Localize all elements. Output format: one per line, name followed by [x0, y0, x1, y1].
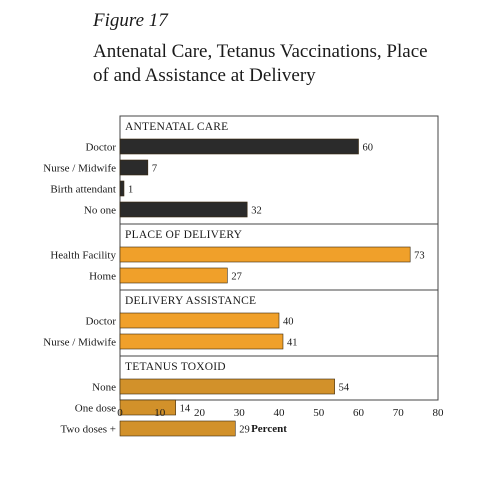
- section-label: PLACE OF DELIVERY: [125, 229, 243, 241]
- data-label: 14: [180, 404, 191, 415]
- category-label: Birth attendant: [50, 184, 116, 196]
- category-label: Health Facility: [50, 250, 116, 262]
- x-tick-label: 20: [194, 407, 206, 419]
- data-label: 60: [363, 143, 374, 154]
- data-label: 41: [287, 338, 298, 349]
- category-label: Doctor: [85, 316, 116, 328]
- x-tick-label: 10: [154, 407, 166, 419]
- bar: [119, 138, 359, 155]
- bar: [119, 420, 236, 437]
- x-tick-label: 50: [313, 407, 325, 419]
- category-label: No one: [84, 205, 116, 217]
- bar: [119, 246, 411, 263]
- x-tick-label: 70: [393, 407, 405, 419]
- x-tick-label: 40: [274, 407, 286, 419]
- bar: [119, 333, 284, 350]
- x-tick-label: 0: [117, 407, 123, 419]
- data-label: 32: [251, 206, 262, 217]
- category-label: Nurse / Midwife: [43, 337, 116, 349]
- category-label: Nurse / Midwife: [43, 163, 116, 175]
- category-label: Home: [89, 271, 116, 283]
- data-label: 27: [231, 272, 242, 283]
- category-label: Two doses +: [60, 424, 116, 436]
- category-label: None: [92, 382, 116, 394]
- category-label: One dose: [75, 403, 116, 415]
- bar: [119, 180, 125, 197]
- data-label: 1: [128, 185, 133, 196]
- section-label: TETANUS TOXOID: [125, 361, 226, 373]
- x-axis-title: Percent: [251, 423, 287, 435]
- data-label: 7: [152, 164, 157, 175]
- figure-label: Figure 17: [93, 10, 168, 31]
- chart-title-line-2: of and Assistance at Delivery: [93, 65, 316, 86]
- data-label: 73: [414, 251, 425, 262]
- x-tick-label: 30: [234, 407, 246, 419]
- chart-title: Antenatal Care, Tetanus Vaccinations, Pl…: [93, 40, 473, 88]
- bar: [119, 399, 176, 416]
- bar: [119, 312, 280, 329]
- x-tick-label: 60: [353, 407, 365, 419]
- section-label: DELIVERY ASSISTANCE: [125, 295, 256, 307]
- section-label: ANTENATAL CARE: [125, 121, 228, 133]
- bar: [119, 378, 335, 395]
- x-tick-label: 80: [433, 407, 445, 419]
- bar: [119, 201, 248, 218]
- category-label: Doctor: [85, 142, 116, 154]
- chart-title-line-1: Antenatal Care, Tetanus Vaccinations, Pl…: [93, 41, 428, 62]
- data-label: 40: [283, 317, 294, 328]
- data-label: 54: [339, 383, 350, 394]
- bar: [119, 159, 149, 176]
- data-label: 29: [239, 425, 250, 436]
- bar: [119, 267, 228, 284]
